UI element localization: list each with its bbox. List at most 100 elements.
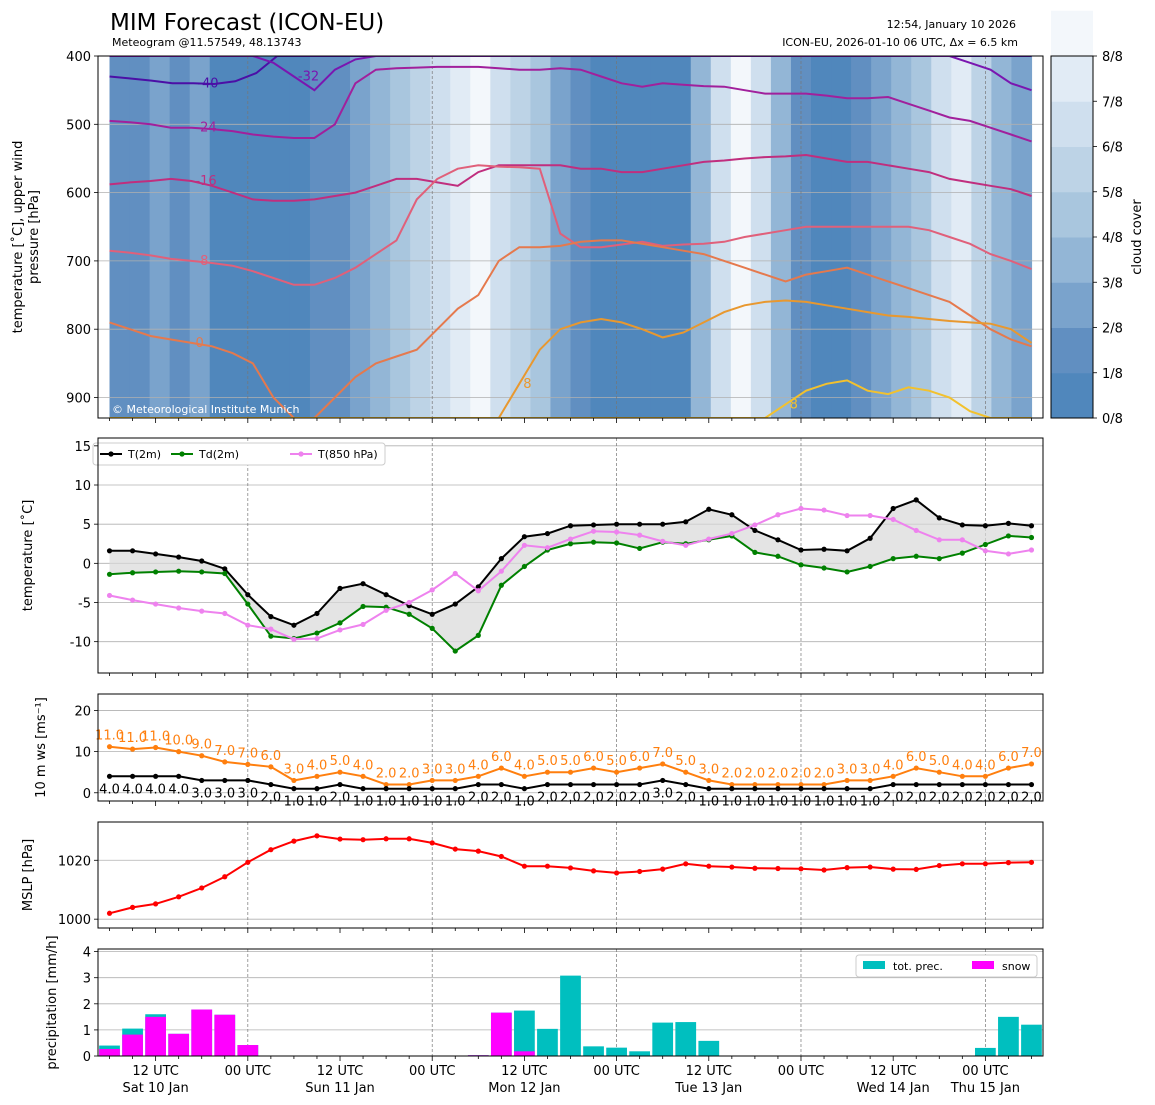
pressure-panel: 1000 1020 MSLP [hPa] bbox=[21, 821, 1044, 933]
data-point bbox=[959, 781, 965, 788]
colorbar-tick-label: 2/8 bbox=[1102, 322, 1123, 337]
data-point bbox=[1005, 765, 1012, 771]
isotherm-line bbox=[109, 239, 1032, 418]
data-point bbox=[613, 870, 620, 876]
data-point bbox=[429, 611, 435, 617]
data-label: 4.0 bbox=[883, 758, 904, 773]
data-point bbox=[752, 549, 758, 555]
data-point bbox=[660, 538, 666, 545]
data-point bbox=[936, 781, 942, 788]
data-point bbox=[613, 540, 620, 546]
y-tick-label: 600 bbox=[66, 187, 91, 202]
data-point bbox=[867, 512, 873, 519]
data-point bbox=[475, 584, 481, 590]
data-label: 4.0 bbox=[952, 758, 973, 773]
data-point bbox=[360, 786, 366, 792]
data-label: 5.0 bbox=[537, 754, 558, 769]
cloud-column bbox=[329, 56, 351, 418]
x-tick-label: 12 UTC bbox=[870, 1064, 916, 1079]
y-tick-label: 1020 bbox=[58, 854, 91, 869]
data-point bbox=[890, 866, 896, 872]
data-point bbox=[867, 786, 873, 792]
data-point bbox=[936, 556, 942, 562]
data-point bbox=[153, 744, 159, 751]
data-point bbox=[867, 864, 873, 870]
precip-bar bbox=[560, 975, 581, 1056]
data-point bbox=[959, 537, 965, 543]
cloud-column bbox=[109, 56, 131, 418]
cloud-column bbox=[289, 56, 311, 418]
data-label: 4.0 bbox=[353, 758, 374, 773]
data-point bbox=[176, 749, 182, 755]
data-point bbox=[821, 867, 827, 873]
y-tick-label: 1 bbox=[83, 1024, 91, 1039]
data-point bbox=[268, 633, 274, 639]
data-point bbox=[129, 746, 136, 752]
data-label: 2.0 bbox=[261, 791, 282, 806]
data-point bbox=[245, 622, 251, 628]
data-point bbox=[429, 587, 435, 593]
data-point bbox=[637, 532, 643, 538]
data-label: 3.0 bbox=[698, 762, 719, 777]
data-point bbox=[913, 553, 919, 559]
precip-bar bbox=[698, 1040, 720, 1056]
isotherm-line bbox=[109, 379, 1032, 418]
isotherm-label: 0 bbox=[195, 336, 203, 351]
data-point bbox=[429, 840, 435, 846]
data-label: 10.0 bbox=[164, 734, 193, 749]
data-label: 2.0 bbox=[330, 791, 351, 806]
data-point bbox=[406, 786, 412, 792]
data-point bbox=[452, 601, 458, 607]
data-label: 2.0 bbox=[629, 791, 650, 806]
data-point bbox=[406, 599, 412, 606]
legend-entry: tot. prec. bbox=[893, 960, 943, 973]
cloud-column bbox=[831, 56, 852, 418]
isotherm-label: -32 bbox=[298, 69, 319, 84]
data-point bbox=[936, 537, 942, 543]
data-point bbox=[521, 786, 528, 792]
data-label: 6.0 bbox=[629, 750, 650, 765]
page-subtitle: Meteogram @11.57549, 48.13743 bbox=[112, 36, 302, 49]
data-point bbox=[752, 781, 758, 788]
legend-entry: snow bbox=[1002, 960, 1030, 973]
data-point bbox=[452, 777, 458, 784]
data-label: 2.0 bbox=[468, 791, 489, 806]
data-label: 3.0 bbox=[837, 762, 858, 777]
data-point bbox=[268, 626, 274, 632]
cloud-column bbox=[670, 56, 692, 418]
data-point bbox=[729, 512, 735, 518]
data-point bbox=[867, 777, 873, 784]
data-point bbox=[106, 910, 113, 916]
y-tick-label: 10 bbox=[74, 746, 91, 761]
data-point bbox=[498, 765, 504, 771]
data-point bbox=[337, 627, 343, 633]
page-title: MIM Forecast (ICON-EU) bbox=[110, 10, 384, 36]
data-point bbox=[106, 548, 113, 554]
precip-bar bbox=[629, 1051, 651, 1056]
data-point bbox=[706, 777, 712, 784]
colorbar-cell bbox=[1051, 101, 1093, 147]
data-point bbox=[360, 837, 366, 843]
y-axis-label: precipitation [mm/h] bbox=[45, 935, 60, 1069]
cloud-column bbox=[430, 56, 451, 418]
data-point bbox=[521, 863, 528, 869]
y-tick-label: 15 bbox=[74, 440, 91, 455]
data-label: 2.0 bbox=[952, 791, 973, 806]
data-point bbox=[706, 863, 712, 869]
colorbar-tick-label: 0/8 bbox=[1102, 412, 1123, 427]
y-tick-label: -10 bbox=[70, 636, 91, 651]
data-point bbox=[959, 861, 965, 867]
data-point bbox=[913, 866, 919, 873]
y-axis-label: MSLP [hPa] bbox=[21, 839, 36, 911]
data-point bbox=[199, 777, 205, 784]
data-point bbox=[637, 521, 643, 527]
data-point bbox=[567, 536, 574, 542]
data-point bbox=[498, 582, 504, 588]
data-label: 6.0 bbox=[998, 750, 1019, 765]
y-tick-label: 1000 bbox=[58, 913, 91, 928]
data-point bbox=[268, 847, 274, 853]
data-label: 2.0 bbox=[560, 791, 581, 806]
data-label: 11.0 bbox=[118, 731, 147, 746]
cloud-column bbox=[370, 56, 391, 418]
